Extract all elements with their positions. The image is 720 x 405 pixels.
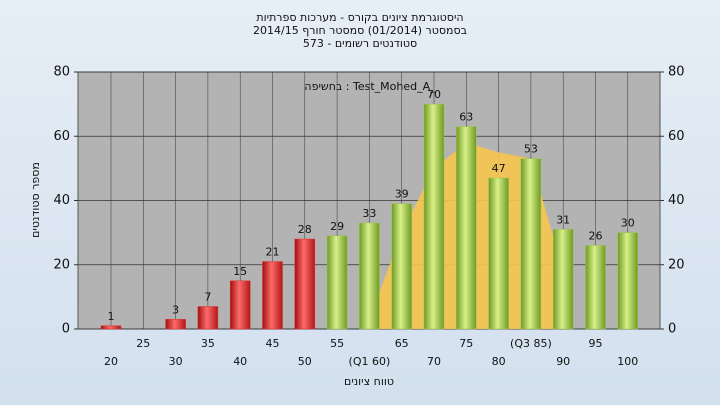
value-label: 29 [330,220,344,233]
bar [165,319,186,330]
x-tick-label: 50 [298,355,312,368]
x-tick-label: 25 [136,337,150,350]
x-tick-label: 80 [492,355,506,368]
x-tick-label: 70 [427,355,441,368]
value-label: 63 [459,111,473,124]
y2-tick-label: 40 [668,193,685,208]
x-tick-label: 95 [589,337,603,350]
x-tick-label: 20 [104,355,118,368]
y2-tick-label: 80 [668,65,685,80]
bar [585,245,606,330]
value-label: 21 [266,246,280,259]
bar [262,261,283,330]
bar [294,238,316,330]
bar [197,306,219,330]
value-label: 28 [298,223,312,236]
x-tick-label: 90 [556,355,570,368]
title-line: סטודנטים רשומים - 573 [303,37,417,50]
x-tick-label: 55 [330,337,344,350]
y2-tick-label: 60 [668,129,685,144]
y-tick-label: 0 [62,322,70,337]
value-label: 47 [492,162,506,175]
y-tick-label: 40 [53,193,70,208]
value-label: 31 [556,213,570,226]
value-label: 53 [524,143,538,156]
bar [391,203,412,330]
value-label: 1 [108,310,115,323]
x-tick-label: 45 [266,337,280,350]
value-label: 30 [621,217,635,230]
bar [617,232,639,330]
y-tick-label: 20 [53,257,70,272]
x-tick-label: 100 [617,355,638,368]
value-label: 70 [427,88,441,101]
value-label: 33 [362,207,376,220]
bar [229,280,251,330]
y2-tick-label: 20 [668,257,685,272]
x-tick-label: 75 [459,337,473,350]
value-label: 26 [589,229,603,242]
value-label: 39 [395,188,409,201]
y2-tick-label: 0 [668,322,676,337]
bar [423,103,445,330]
bar [326,235,348,330]
x-tick-label: 40 [233,355,247,368]
bar [520,158,542,330]
x-tick-label: 65 [395,337,409,350]
value-label: 7 [204,291,211,304]
title-line: בסמסטר (01/2014) סמסטר חורף 2014/15 [253,24,467,37]
value-label: 3 [172,303,179,316]
y-tick-label: 60 [53,129,70,144]
y-axis-label: מספר סטודנטים [29,162,42,238]
bar [488,177,509,330]
bar [359,222,380,330]
bar [552,229,574,330]
x-tick-label: (Q3 85) [510,337,552,350]
x-tick-label: 30 [169,355,183,368]
y-tick-label: 80 [53,65,70,80]
annotation: בחשיפה : Test_Mohed_A_ [304,80,436,93]
title-line: היסטוגרמת ציונים בקורס - מערכות ספרתיות [256,11,463,24]
x-tick-label: 35 [201,337,215,350]
value-label: 15 [233,265,247,278]
x-tick-label: (Q1 60) [349,355,391,368]
x-axis-label: טווח ציונים [344,375,394,388]
bar [456,126,477,330]
bar [100,325,122,330]
